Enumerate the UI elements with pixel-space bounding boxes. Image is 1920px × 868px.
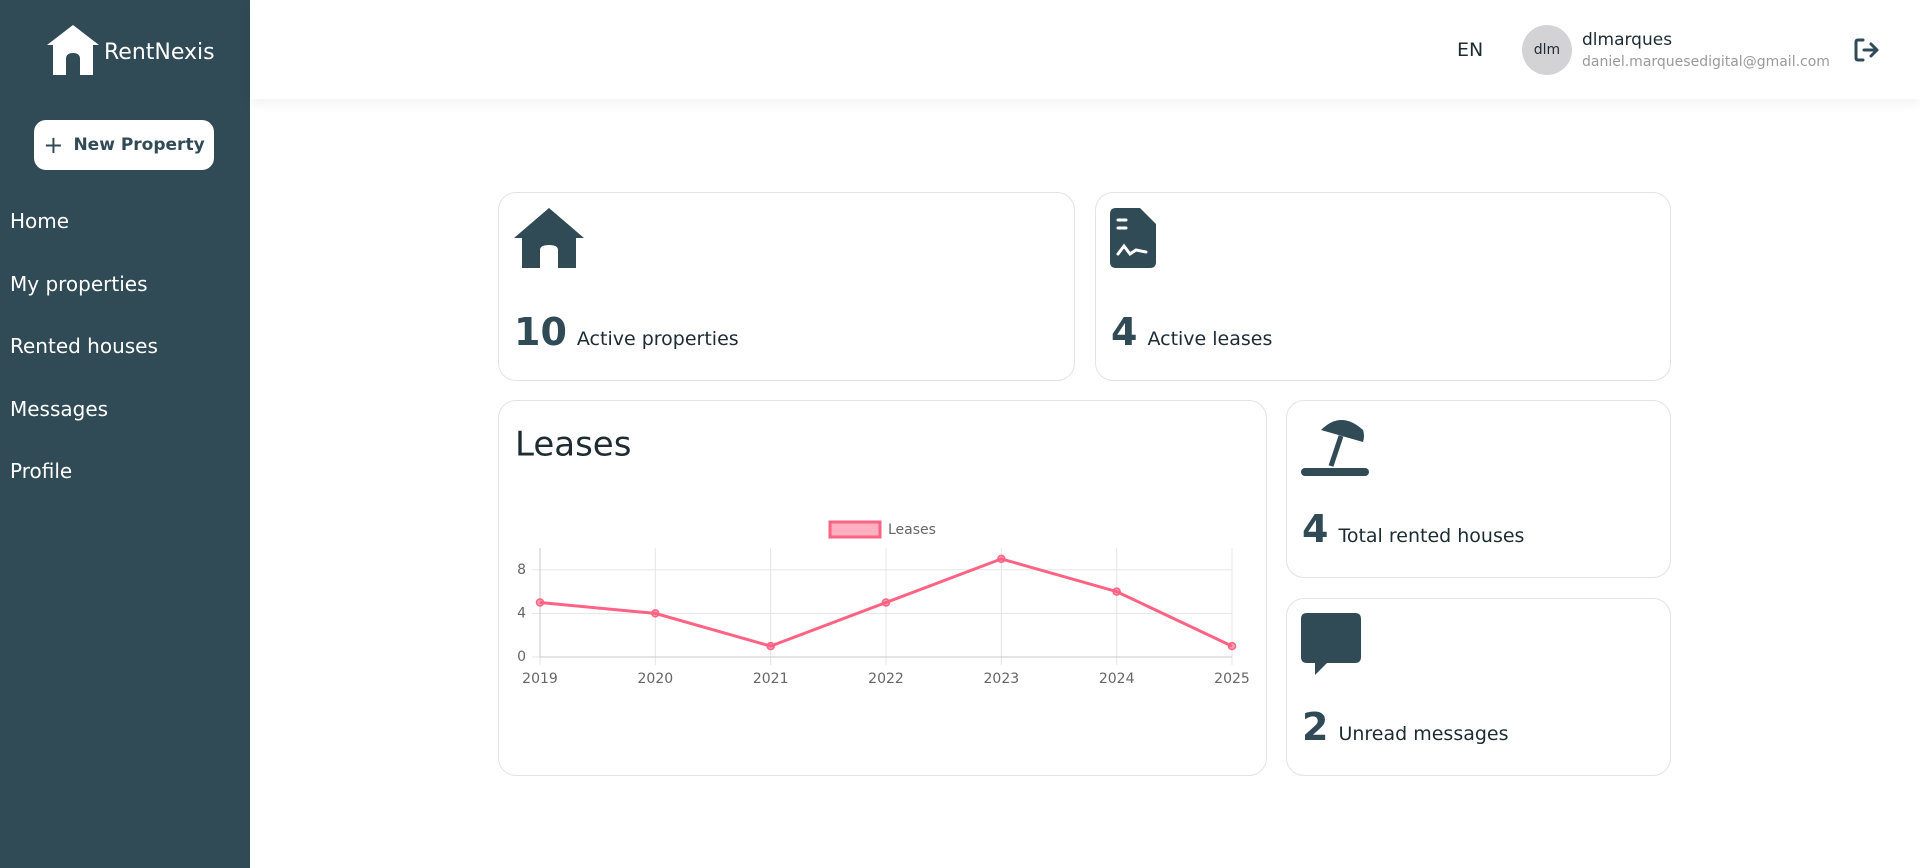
stat-value: 4 [1302, 507, 1329, 551]
avatar[interactable]: dlm [1522, 25, 1572, 75]
stat-label: Total rented houses [1338, 525, 1525, 547]
point [535, 598, 545, 607]
logo-icon [47, 25, 99, 75]
x-tick-label: 2024 [1099, 671, 1135, 687]
message-icon [1301, 613, 1361, 675]
chart: Leases 0 4 8 2019 2020 2021 2022 2023 2024 2025 Le… [515, 425, 1250, 688]
x-tick-label: 2020 [638, 671, 674, 687]
y-tick-label: 0 [517, 649, 526, 665]
stat-card: 4 Active leases [1095, 192, 1671, 381]
x-tick-label: 2022 [868, 671, 904, 687]
point [881, 598, 891, 607]
x-tick-label: 2025 [1214, 671, 1250, 687]
nav-item[interactable]: Messages [10, 397, 109, 421]
language[interactable]: EN [1457, 39, 1484, 61]
stat-card: 2 Unread messages [1286, 598, 1671, 776]
nav-item[interactable]: Rented houses [10, 334, 158, 358]
header: EN dlm dlmarques daniel.marquesedigital@… [250, 0, 1920, 99]
document-icon [1110, 208, 1156, 268]
stat-card: 4 Total rented houses [1286, 400, 1671, 578]
y-tick-label: 4 [517, 605, 526, 621]
stat-value: 10 [514, 310, 567, 354]
umbrella-icon [1301, 420, 1369, 476]
y-tick-label: 8 [517, 562, 526, 578]
username: dlmarques [1582, 30, 1673, 50]
new-property-button[interactable]: + New Property [34, 120, 214, 170]
logout-icon[interactable] [1854, 38, 1880, 62]
point [1112, 587, 1121, 596]
stat-value: 4 [1111, 310, 1138, 354]
point [997, 554, 1006, 564]
point [766, 641, 775, 651]
stat-card: 10 Active properties [498, 192, 1075, 381]
brand: RentNexis [104, 40, 215, 65]
x-tick-label: 2023 [984, 671, 1020, 687]
stat-label: Unread messages [1338, 723, 1509, 745]
nav-item[interactable]: Home [10, 209, 70, 233]
point [651, 609, 660, 618]
legend-swatch [828, 520, 882, 539]
chart-title: Leases [515, 425, 631, 465]
sidebar: RentNexis + New Property Home My properti… [0, 0, 250, 868]
x-tick-label: 2019 [522, 671, 558, 687]
stat-label: Active properties [576, 328, 739, 350]
button-label: New Property [73, 135, 205, 155]
point [1227, 641, 1237, 651]
stat-value: 2 [1302, 705, 1329, 749]
nav-item[interactable]: Profile [10, 459, 73, 483]
nav-item[interactable]: My properties [10, 272, 148, 296]
chart-card: Leases 0 4 8 2019 2020 2021 2022 2023 2024 2025 Le… [498, 400, 1267, 776]
email: daniel.marquesedigital@gmail.com [1582, 54, 1830, 70]
x-tick-label: 2021 [753, 671, 789, 687]
stat-label: Active leases [1147, 328, 1273, 350]
house-icon [514, 208, 584, 268]
legend-label: Leases [888, 522, 936, 538]
